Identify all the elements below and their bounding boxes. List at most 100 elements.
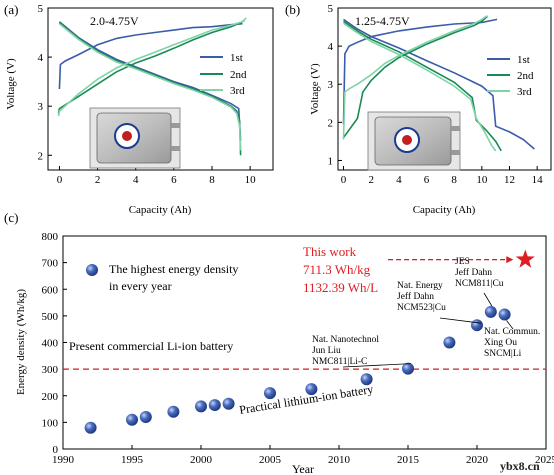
panel-a-ylabel: Voltage (V) [5,58,17,110]
panel-c-xtick-label-2020: 2020 [466,454,489,466]
annotation-connector-1 [439,317,482,324]
point-2018 [443,336,456,349]
point-1995 [126,413,138,426]
panel-a-xtick-label-8: 8 [209,174,215,186]
point-2020 [471,319,483,332]
annotation-2020-line-1: Jeff Dahn [397,291,434,302]
panel-b-inset-photo [367,111,461,171]
panel-b-xtick-label-6: 6 [424,174,430,186]
panel-b-xtick-label-2: 2 [368,174,374,186]
panel-b-curve-3rd-charge [342,14,488,140]
panel-c-xtick-label-2025: 2025 [535,454,554,466]
legend-c-line1: The highest energy density [109,262,238,276]
panel-a: (a) 0 2 4 6 8 10 2 3 4 5 Voltage (V) Capacity (Ah… [4,2,274,216]
panel-b-xtick-label-12: 12 [504,174,515,186]
panel-a-curve-1st-discharge [58,21,242,141]
panel-a-voltage-range: 2.0-4.75V [90,14,139,28]
panel-a-xtick-label-6: 6 [171,174,177,186]
annotation-connector-0 [342,363,412,368]
annotation-2022-line-0: Nat. Commun. [484,327,540,337]
panel-c-ytick-label-400: 400 [42,338,59,350]
panel-a-xlabel: Capacity (Ah) [129,204,192,216]
energy-density-points [84,249,535,434]
panel-c-ylabel: Energy density (Wh/kg) [15,289,27,395]
panel-b-curve-1st-discharge [343,18,535,150]
annotation-2021-line-1: Jeff Dahn [455,267,492,278]
panel-b-ytick-label-5: 5 [328,3,334,15]
point-2015 [402,362,414,375]
panel-a-frame [47,7,274,171]
panel-c-ytick-label-300: 300 [42,364,59,376]
this-work-label: This work 711.3 Wh/kg 1132.39 Wh/L [303,244,378,295]
this-work-arrowhead [506,256,514,264]
point-2002 [222,397,235,410]
legend-c-ball [86,264,98,276]
panel-a-ytick-label-3: 3 [38,101,44,113]
panel-b-xtick-label-4: 4 [396,174,402,186]
annotation-2021-line-0: JES [455,257,470,267]
panel-a-xtick-label-4: 4 [133,174,139,186]
this-work-volumetric: 1132.39 Wh/L [303,280,378,295]
annotation-connector-3 [506,320,514,330]
panel-c-xtick-label-2005: 2005 [259,454,282,466]
point-2008 [305,383,318,396]
annotation-2015-line-2: NMC811|Li-C [312,357,367,367]
panel-b-curves [342,14,535,152]
annotation-2021-line-2: NCM811|Cu [455,279,504,289]
panel-c-axes: 1990 1995 2000 2005 2010 2015 2020 2025 0 100 200 3… [42,231,554,466]
panel-b-xlabel: Capacity (Ah) [413,204,476,216]
panel-b-label: (b) [285,2,300,17]
annotation-2020-line-0: Nat. Energy [397,281,443,291]
legend-b-1st: 1st [517,54,530,66]
panel-a-curve-2nd-charge [57,19,245,114]
legend-a-2nd: 2nd [230,69,247,81]
panel-b-curve-3rd-discharge [343,22,497,152]
annotation-2022-line-2: SNCM|Li [484,349,522,359]
watermark: ybx8.cn [500,459,540,473]
panel-c-ytick-label-200: 200 [42,391,59,403]
panel-b-xtick-label-10: 10 [476,174,488,186]
panel-b-curve-2nd-charge [342,15,488,139]
legend-a-3rd: 3rd [230,85,245,97]
panel-a-curves [57,17,247,156]
panel-c-label: (c) [4,210,18,225]
panel-c-ytick-label-100: 100 [42,417,59,429]
panel-b-voltage-range: 1.25-4.75V [355,14,410,28]
panel-a-curve-3rd-discharge [58,23,242,151]
panel-b-legend: 1st 2nd 3rd [487,54,534,98]
panel-c-xtick-label-1990: 1990 [52,454,75,466]
panel-b-ytick-label-3: 3 [328,79,334,91]
legend-b-3rd: 3rd [517,86,532,98]
point-1998 [167,405,180,418]
point-2000 [195,400,207,413]
panel-a-legend: 1st 2nd 3rd [200,52,247,97]
annotation-2015-line-1: Jun Liu [312,346,341,356]
this-work-gravimetric: 711.3 Wh/kg [303,262,371,277]
panel-c-legend: The highest energy density in every year [86,262,238,293]
point-2005 [264,387,276,400]
point-2021 [484,305,497,318]
panel-c-xtick-label-2015: 2015 [397,454,420,466]
panel-c-ytick-label-500: 500 [42,311,59,323]
legend-c-line2: in every year [109,279,172,293]
panel-b-xtick-label-14: 14 [532,174,544,186]
panel-c-ytick-label-0: 0 [53,444,59,456]
panel-b-curve-1st-charge [342,18,498,125]
panel-a-inset-photo [89,107,181,169]
panel-c-ytick-label-600: 600 [42,284,59,296]
panel-b-ytick-label-2: 2 [328,117,334,129]
panel-b-ylabel: Voltage (V) [309,63,321,115]
panel-b-xtick-label-0: 0 [341,174,347,186]
panel-a-curve-2nd-discharge [58,22,242,156]
panel-b-curve-2nd-discharge [343,20,502,152]
panel-a-xtick-label-10: 10 [245,174,257,186]
panel-c-xtick-label-1995: 1995 [121,454,144,466]
annotation-2015-line-0: Nat. Nanotechnol [312,335,379,345]
panel-a-ytick-label-5: 5 [38,3,44,15]
panel-c: (c) 1990 1995 2000 2005 2010 2015 2020 2025 0 100… [4,210,554,475]
point-2001 [208,399,221,412]
this-work-title: This work [303,244,357,259]
annotation-2020-line-2: NCM523|Cu [397,303,446,313]
